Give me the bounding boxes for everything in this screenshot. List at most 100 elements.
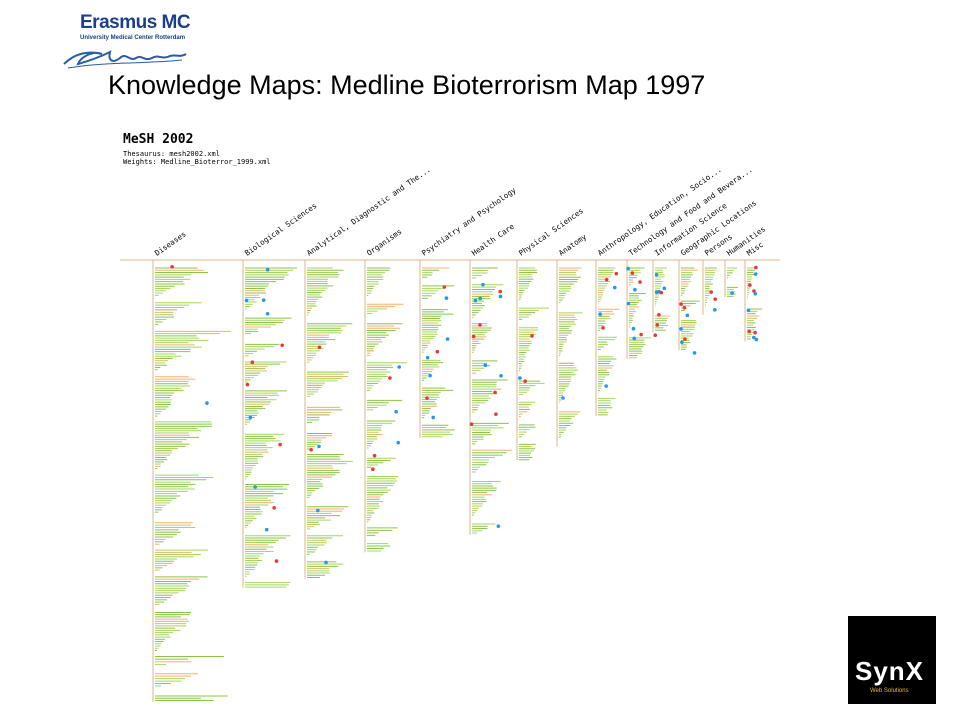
term-marker [655, 323, 660, 327]
term-marker [425, 396, 429, 400]
term-marker [754, 337, 759, 342]
category-label: Anthropology, Education, Socio... [596, 165, 723, 258]
term-marker [523, 379, 527, 383]
category-tree [652, 260, 670, 338]
term-marker [264, 527, 269, 532]
synx-tagline: Web Solutions [870, 688, 909, 694]
term-marker [754, 265, 758, 270]
term-marker [499, 374, 503, 378]
term-marker [431, 415, 435, 420]
term-marker [498, 294, 503, 299]
term-marker [730, 291, 734, 295]
term-marker [265, 267, 270, 272]
term-marker [631, 326, 636, 331]
term-marker [253, 485, 257, 489]
term-marker [317, 444, 321, 449]
term-marker [471, 334, 476, 339]
term-marker [518, 376, 522, 380]
category-tree [304, 260, 353, 579]
term-marker [685, 313, 690, 318]
term-marker [713, 297, 718, 301]
term-marker [248, 415, 253, 420]
category-label: Analytical, Diagnostic and The... [305, 165, 432, 258]
term-marker [316, 508, 320, 513]
term-marker [614, 271, 619, 276]
term-marker [752, 289, 756, 293]
category-tree [419, 260, 455, 438]
term-marker [612, 285, 617, 290]
term-marker [709, 290, 713, 294]
term-marker [654, 272, 659, 277]
map-header: MeSH 2002 Thesaurus: mesh2002.xml Weight… [123, 132, 271, 166]
term-marker [713, 308, 717, 312]
term-marker [205, 401, 209, 405]
term-marker [604, 384, 608, 388]
term-marker [659, 290, 664, 295]
synx-logo: SynX Web Solutions [848, 616, 936, 704]
category-label: Physical Sciences [517, 206, 585, 257]
term-marker [473, 298, 478, 303]
erasmus-mc-logo: Erasmus MC University Medical Center Rot… [62, 12, 202, 72]
term-marker [278, 442, 282, 447]
term-marker [396, 440, 401, 445]
term-marker [748, 283, 752, 287]
category-tree [595, 260, 620, 416]
category-tree [469, 260, 513, 535]
term-marker [604, 277, 609, 282]
term-marker [682, 305, 687, 310]
term-marker [372, 453, 377, 458]
term-marker [397, 365, 401, 369]
term-marker [632, 336, 637, 341]
category-trees [152, 260, 763, 702]
term-marker [746, 308, 751, 313]
term-marker [630, 271, 635, 275]
term-marker [317, 345, 322, 350]
term-marker [683, 337, 687, 341]
term-marker [324, 560, 328, 565]
term-marker [428, 373, 432, 378]
term-marker [679, 327, 683, 331]
category-label: Health Care [470, 221, 516, 257]
term-marker [478, 296, 483, 301]
term-marker [601, 326, 605, 330]
term-marker [679, 302, 683, 306]
logo-subtitle: University Medical Center Rotterdam [80, 35, 186, 41]
term-marker [498, 289, 502, 294]
term-marker [425, 355, 430, 360]
map-heading: MeSH 2002 [123, 132, 193, 147]
map-weights: Weights: Medline_Bioterror_1999.xml [123, 158, 271, 166]
category-tree [626, 260, 651, 359]
category-tree [724, 260, 738, 298]
category-tree [678, 260, 700, 355]
term-marker [530, 334, 534, 338]
term-marker [561, 396, 565, 400]
term-marker [265, 311, 270, 316]
term-marker [626, 266, 630, 271]
logo-brand: Erasmus MC [80, 12, 191, 33]
term-marker [445, 337, 450, 341]
term-marker [653, 333, 658, 338]
term-marker [244, 298, 249, 303]
term-marker [483, 363, 488, 368]
term-marker [638, 280, 642, 284]
category-label: Organisms [365, 227, 403, 258]
term-marker [170, 265, 174, 269]
term-marker [680, 340, 684, 345]
category-tree [744, 260, 763, 342]
term-marker [747, 329, 752, 334]
term-marker [388, 376, 392, 380]
term-marker [469, 422, 474, 427]
map-thesaurus: Thesaurus: mesh2002.xml [123, 150, 220, 158]
term-marker [261, 298, 266, 302]
term-marker [493, 390, 497, 395]
term-marker [598, 312, 602, 316]
term-marker [371, 467, 375, 472]
slide-title: Knowledge Maps: Medline Bioterrorism Map… [108, 70, 706, 100]
term-marker [309, 447, 313, 452]
category-tree [242, 260, 298, 588]
term-marker [274, 559, 279, 563]
logo-signature [63, 50, 187, 69]
category-tree [516, 260, 549, 461]
term-marker [639, 332, 643, 337]
